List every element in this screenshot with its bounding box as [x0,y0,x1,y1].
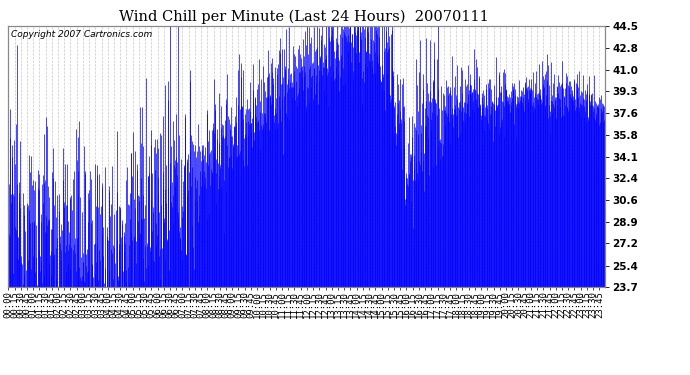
Text: Wind Chill per Minute (Last 24 Hours)  20070111: Wind Chill per Minute (Last 24 Hours) 20… [119,9,489,24]
Text: Copyright 2007 Cartronics.com: Copyright 2007 Cartronics.com [11,30,152,39]
